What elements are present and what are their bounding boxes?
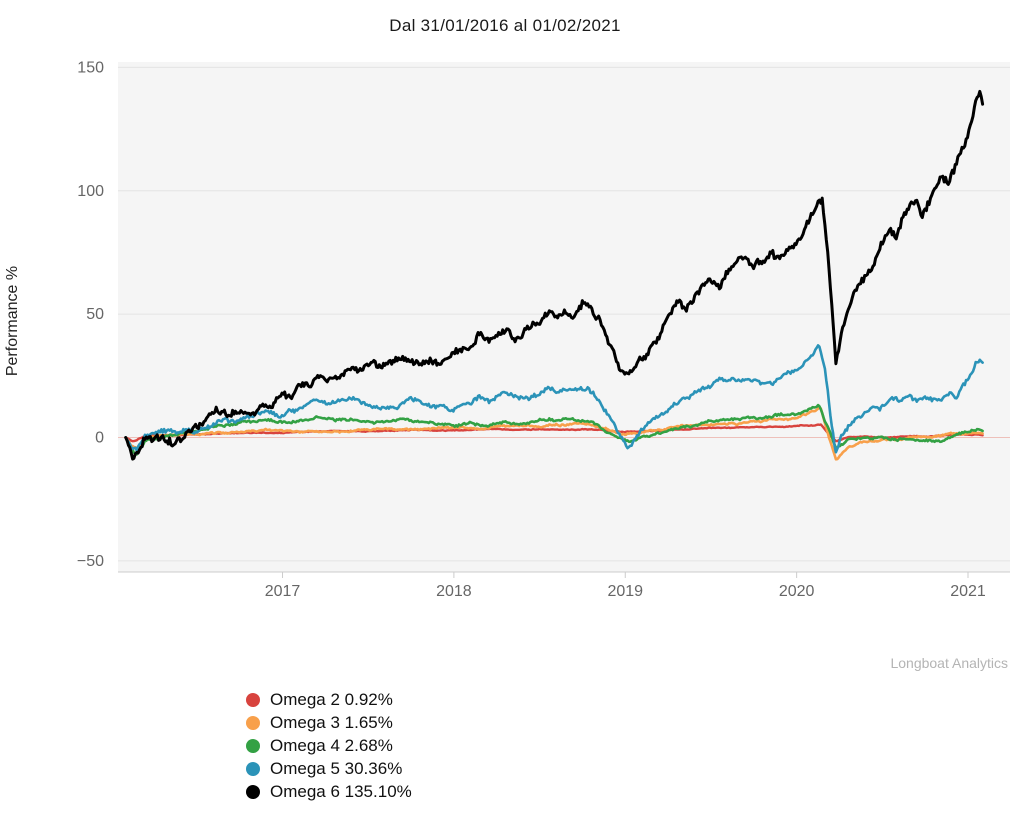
legend-item-omega-2[interactable]: Omega 2 0.92%: [246, 688, 412, 711]
legend-label: Omega 3 1.65%: [270, 712, 393, 732]
series-line-omega-3: [124, 406, 984, 461]
y-tick-label: 100: [77, 183, 104, 200]
x-tick-label: 2017: [265, 583, 301, 600]
legend-marker-icon: [246, 784, 260, 799]
plot-area[interactable]: −50 0 50 100 150 2017 2018 2019 2020 2021: [0, 0, 1024, 650]
legend-item-omega-6[interactable]: Omega 6 135.10%: [246, 780, 412, 803]
legend-marker-icon: [246, 715, 260, 730]
legend-item-omega-3[interactable]: Omega 3 1.65%: [246, 711, 412, 734]
y-tick-label: 50: [86, 306, 104, 323]
plot-panel: [118, 62, 1010, 572]
legend-marker-icon: [246, 692, 260, 707]
x-tick-label: 2019: [607, 583, 643, 600]
chart-title: Dal 31/01/2016 al 01/02/2021: [389, 16, 621, 35]
legend-label: Omega 2 0.92%: [270, 689, 393, 709]
watermark: Longboat Analytics: [890, 655, 1008, 671]
x-tick-label: 2020: [779, 583, 815, 600]
legend-label: Omega 6 135.10%: [270, 781, 412, 801]
legend-label: Omega 4 2.68%: [270, 735, 393, 755]
legend-label: Omega 5 30.36%: [270, 758, 403, 778]
legend-marker-icon: [246, 761, 260, 776]
legend: Omega 2 0.92% Omega 3 1.65% Omega 4 2.68% O…: [246, 688, 412, 803]
y-tick-label: 150: [77, 59, 104, 76]
legend-item-omega-5[interactable]: Omega 5 30.36%: [246, 757, 412, 780]
legend-item-omega-4[interactable]: Omega 4 2.68%: [246, 734, 412, 757]
x-tick-label: 2021: [950, 583, 986, 600]
y-tick-label: −50: [77, 553, 104, 570]
legend-marker-icon: [246, 738, 260, 753]
series-line-omega-6: [124, 89, 985, 461]
x-tick-label: 2018: [436, 583, 472, 600]
y-tick-label: 0: [95, 430, 104, 447]
series-line-omega-5: [124, 344, 984, 454]
